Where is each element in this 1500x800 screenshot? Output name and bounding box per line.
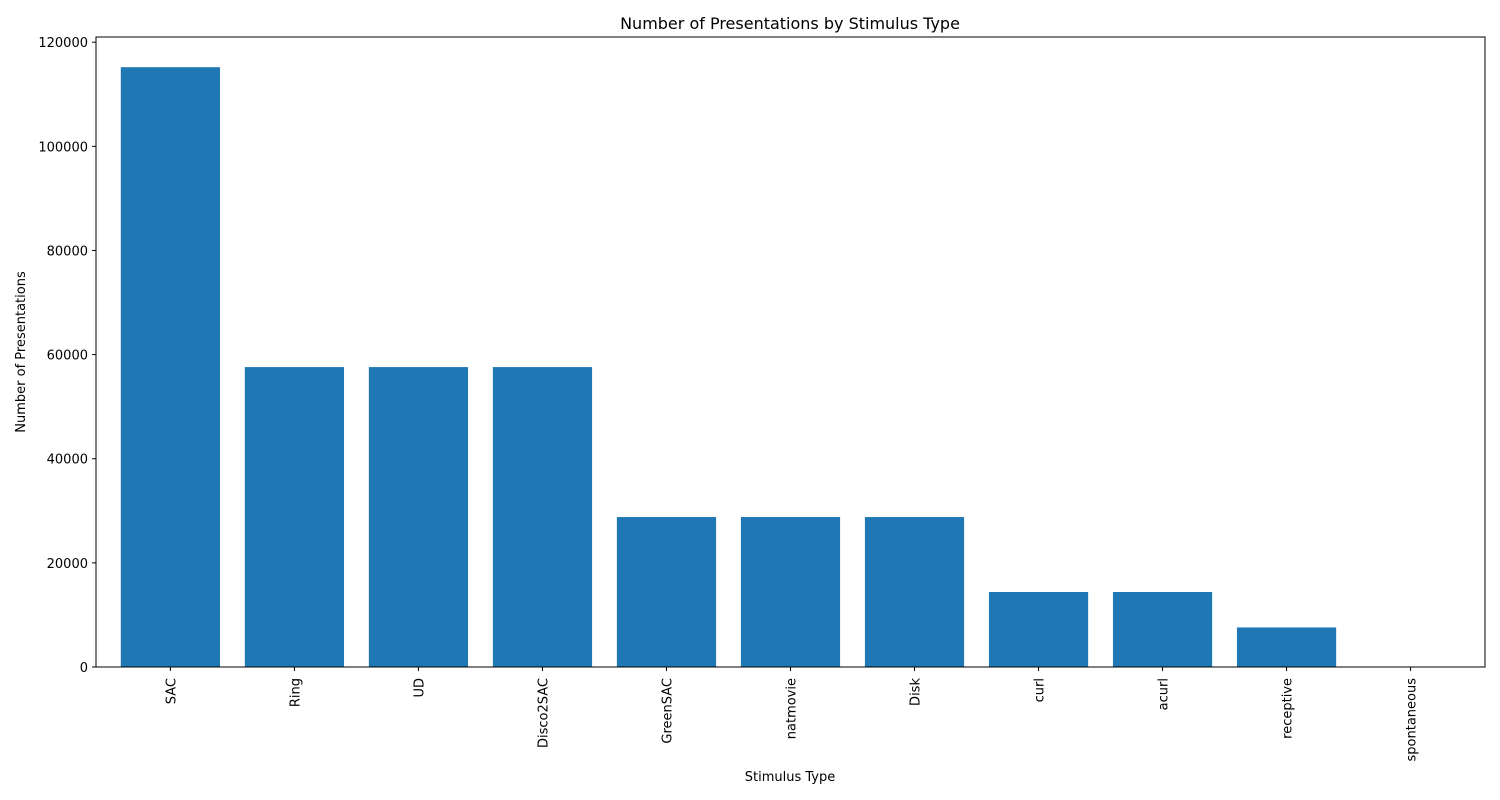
x-tick-label: Disco2SAC: [536, 678, 551, 748]
y-axis-label: Number of Presentations: [14, 271, 29, 433]
chart-title: Number of Presentations by Stimulus Type: [620, 14, 960, 33]
bar-acurl: [1112, 592, 1213, 667]
y-tick-label: 100000: [38, 140, 88, 155]
bar-curl: [988, 592, 1089, 667]
y-tick-label: 60000: [47, 349, 88, 364]
x-tick-label: GreenSAC: [660, 678, 675, 744]
x-axis-ticks: SAC Ring UD Disco2SAC GreenSAC natmovie Disk cu…: [164, 667, 1420, 762]
x-tick-label: Ring: [288, 678, 303, 707]
bar-natmovie: [740, 517, 841, 667]
bar-receptive: [1236, 627, 1337, 667]
bar-greensac: [616, 517, 717, 667]
bars-group: [120, 67, 1337, 667]
bar-disk: [864, 517, 965, 667]
bar-disco2sac: [492, 367, 593, 667]
x-tick-label: Disk: [909, 678, 924, 706]
x-tick-label: UD: [412, 678, 427, 698]
x-tick-label: receptive: [1281, 678, 1296, 739]
plot-frame: [95, 36, 1486, 668]
y-tick-label: 80000: [47, 244, 88, 259]
x-tick-label: acurl: [1157, 678, 1172, 710]
x-tick-label: spontaneous: [1405, 678, 1420, 762]
bar-sac: [120, 67, 221, 667]
x-axis-label: Stimulus Type: [745, 770, 835, 785]
y-tick-label: 40000: [47, 453, 88, 468]
bar-ring: [244, 367, 345, 667]
bar-ud: [368, 367, 469, 667]
x-tick-label: curl: [1033, 678, 1048, 702]
y-tick-label: 20000: [47, 557, 88, 572]
x-tick-label: natmovie: [785, 678, 800, 739]
y-tick-label: 0: [80, 661, 88, 676]
x-tick-label: SAC: [164, 678, 179, 704]
y-axis-ticks: 0 20000 40000 60000 80000 100000 120000: [38, 36, 96, 676]
y-tick-label: 120000: [38, 36, 88, 51]
